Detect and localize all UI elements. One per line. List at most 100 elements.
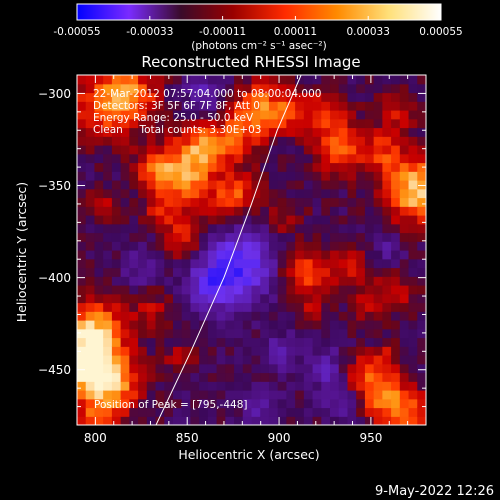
heatmap-cell — [382, 372, 392, 382]
heatmap-cell — [417, 171, 426, 181]
heatmap-cell — [138, 346, 148, 356]
heatmap-cell — [216, 206, 226, 216]
heatmap-cell — [391, 162, 401, 172]
heatmap-cell — [94, 267, 104, 277]
heatmap-cell — [364, 416, 375, 425]
heatmap-cell — [234, 398, 244, 409]
heatmap-cell — [338, 197, 349, 207]
heatmap-cell — [225, 241, 235, 251]
heatmap-cell — [164, 355, 174, 365]
heatmap-cell — [85, 355, 96, 365]
heatmap-cell — [382, 416, 392, 425]
heatmap-cell — [417, 101, 426, 111]
heatmap-cell — [373, 285, 383, 295]
heatmap-cell — [330, 337, 340, 347]
heatmap-cell — [120, 232, 130, 242]
heatmap-cell — [111, 363, 122, 374]
heatmap-cell — [85, 311, 96, 321]
heatmap-cell — [364, 267, 375, 277]
heatmap-cell — [242, 101, 253, 111]
heatmap-cell — [216, 127, 226, 137]
heatmap-cell — [207, 110, 218, 120]
heatmap-cell — [181, 407, 192, 417]
heatmap-cell — [373, 223, 383, 234]
heatmap — [77, 75, 426, 425]
heatmap-cell — [373, 267, 383, 277]
heatmap-cell — [373, 101, 383, 111]
heatmap-cell — [399, 311, 410, 321]
heatmap-cell — [85, 320, 96, 330]
heatmap-cell — [338, 171, 349, 181]
heatmap-cell — [408, 407, 418, 417]
heatmap-cell — [155, 285, 165, 295]
heatmap-cell — [103, 293, 113, 304]
heatmap-cell — [234, 285, 244, 295]
heatmap-cell — [338, 267, 349, 277]
heatmap-cell — [408, 171, 418, 181]
heatmap-cell — [364, 285, 375, 295]
heatmap-cell — [138, 363, 148, 374]
heatmap-cell — [94, 136, 104, 146]
heatmap-cell — [251, 258, 261, 269]
heatmap-cell — [277, 302, 287, 312]
heatmap-cell — [321, 276, 331, 286]
heatmap-cell — [277, 363, 287, 374]
heatmap-cell — [172, 241, 183, 251]
heatmap-cell — [120, 136, 130, 146]
heatmap-cell — [356, 258, 366, 269]
heatmap-cell — [356, 188, 366, 199]
heatmap-cell — [382, 241, 392, 251]
heatmap-cell — [207, 145, 218, 155]
heatmap-cell — [111, 320, 122, 330]
heatmap-cell — [251, 223, 261, 234]
heatmap-cell — [225, 390, 235, 400]
heatmap-cell — [347, 92, 357, 102]
heatmap-cell — [138, 75, 148, 85]
heatmap-cell — [417, 127, 426, 137]
heatmap-cell — [129, 267, 139, 277]
heatmap-cell — [85, 101, 96, 111]
heatmap-cell — [225, 127, 235, 137]
heatmap-cell — [321, 381, 331, 391]
heatmap-cell — [347, 416, 357, 425]
heatmap-cell — [138, 215, 148, 225]
heatmap-cell — [338, 136, 349, 146]
heatmap-cell — [268, 110, 279, 120]
heatmap-cell — [312, 215, 322, 225]
heatmap-cell — [77, 320, 87, 330]
heatmap-cell — [129, 285, 139, 295]
heatmap-cell — [216, 285, 226, 295]
heatmap-cell — [303, 355, 314, 365]
heatmap-cell — [172, 346, 183, 356]
heatmap-cell — [295, 320, 305, 330]
heatmap-cell — [120, 162, 130, 172]
heatmap-cell — [364, 398, 375, 409]
heatmap-cell — [242, 293, 253, 304]
heatmap-cell — [330, 206, 340, 216]
heatmap-cell — [347, 83, 357, 94]
heatmap-cell — [155, 136, 165, 146]
heatmap-cell — [225, 311, 235, 321]
heatmap-cell — [111, 75, 122, 85]
heatmap-cell — [312, 92, 322, 102]
heatmap-cell — [120, 390, 130, 400]
heatmap-cell — [347, 302, 357, 312]
heatmap-cell — [268, 276, 279, 286]
heatmap-cell — [286, 118, 296, 129]
heatmap-cell — [347, 162, 357, 172]
heatmap-cell — [111, 311, 122, 321]
heatmap-cell — [225, 215, 235, 225]
heatmap-cell — [260, 372, 270, 382]
heatmap-cell — [138, 180, 148, 190]
heatmap-cell — [129, 320, 139, 330]
heatmap-cell — [382, 320, 392, 330]
heatmap-cell — [234, 302, 244, 312]
heatmap-cell — [155, 355, 165, 365]
heatmap-cell — [303, 75, 314, 85]
heatmap-cell — [260, 398, 270, 409]
heatmap-cell — [356, 118, 366, 129]
heatmap-cell — [277, 171, 287, 181]
heatmap-cell — [216, 328, 226, 339]
heatmap-cell — [94, 276, 104, 286]
heatmap-cell — [277, 92, 287, 102]
